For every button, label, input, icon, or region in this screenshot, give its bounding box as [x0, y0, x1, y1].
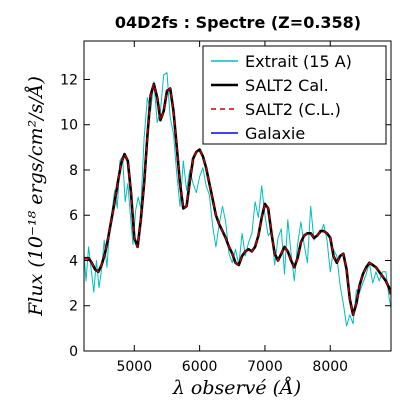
y-tick-label: 4: [69, 253, 78, 269]
x-axis-label: λ observé (Å): [172, 377, 301, 399]
series-layer: [84, 72, 391, 327]
chart-legend: Extrait (15 A) SALT2 Cal. SALT2 (C.L.) Gala…: [202, 45, 387, 145]
series-line-0: [84, 72, 391, 327]
y-tick-label: 8: [69, 163, 78, 179]
legend-label-0: Extrait (15 A): [245, 52, 352, 71]
y-tick-label: 12: [60, 72, 78, 88]
legend-label-2: SALT2 (C.L.): [245, 100, 341, 119]
y-tick-label: 2: [69, 299, 78, 315]
plot-frame: [83, 40, 392, 352]
y-axis-label: Flux (10⁻¹⁸ ergs/cm²/s/Å): [25, 76, 47, 317]
plot-area: [84, 72, 391, 327]
x-tick-label: 6000: [182, 359, 218, 375]
y-tick-label: 0: [69, 344, 78, 360]
legend-label-3: Galaxie: [245, 124, 305, 143]
x-tick-label: 7000: [247, 359, 283, 375]
tick-layer: 5000 6000 7000 8000 0 2 4 6 8 10 12: [60, 41, 391, 375]
y-tick-label: 6: [69, 208, 78, 224]
chart-title: 04D2fs : Spectre (Z=0.358): [115, 13, 361, 32]
legend-label-1: SALT2 Cal.: [245, 76, 329, 95]
legend-box: [202, 45, 387, 145]
y-tick-label: 10: [60, 118, 78, 134]
x-tick-label: 5000: [116, 359, 152, 375]
x-tick-label: 8000: [312, 359, 348, 375]
series-line-1: [84, 82, 391, 317]
legend-items: Extrait (15 A) SALT2 Cal. SALT2 (C.L.) Gala…: [211, 52, 352, 143]
